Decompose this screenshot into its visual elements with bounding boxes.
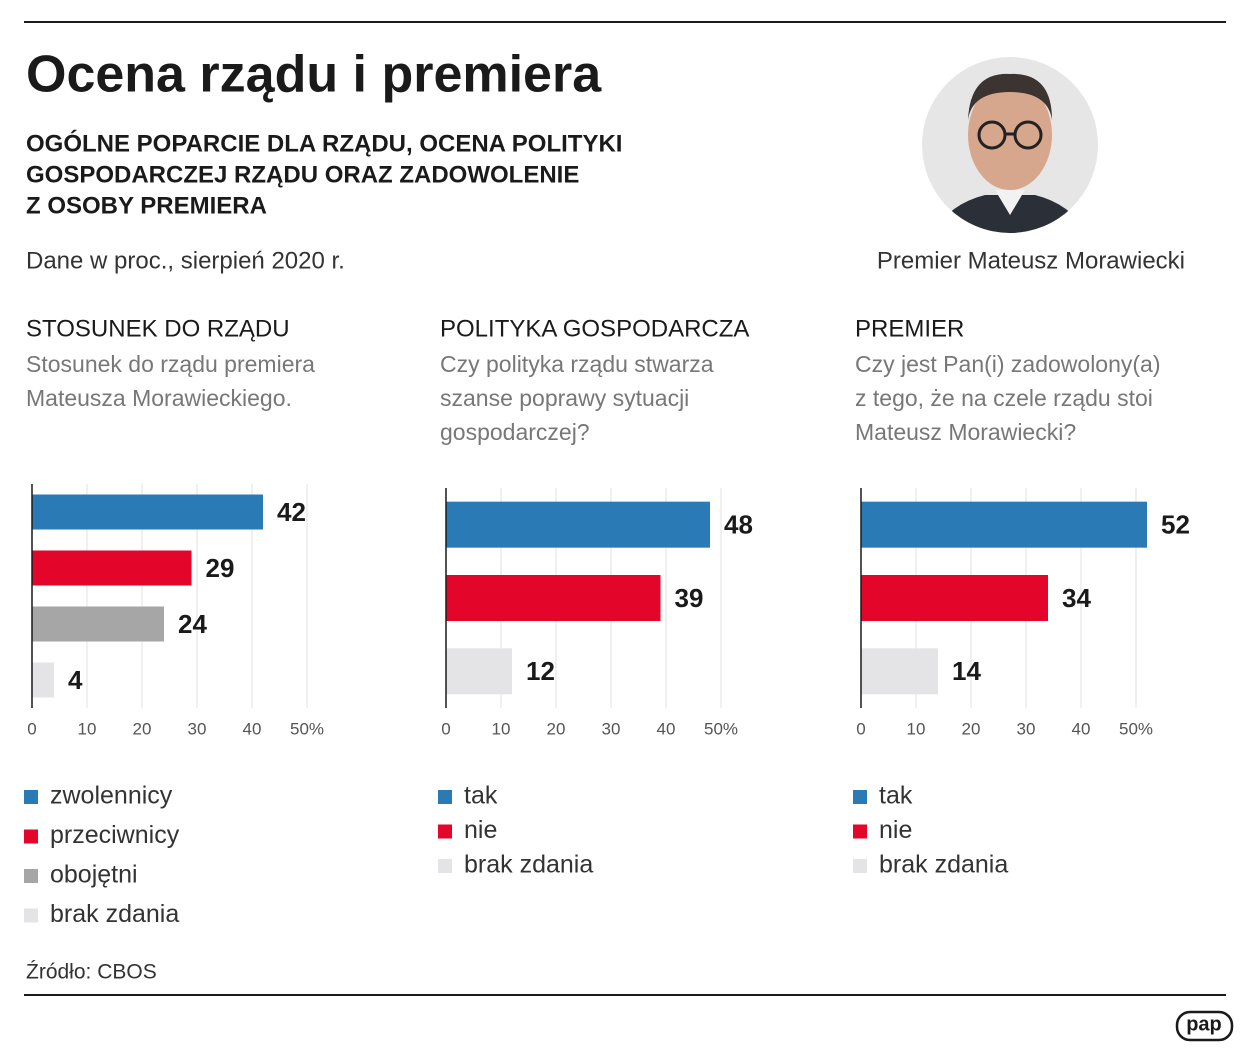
- legend-swatch: [24, 869, 38, 883]
- subtitle-line: OGÓLNE POPARCIE DLA RZĄDU, OCENA POLITYK…: [26, 129, 622, 157]
- x-tick-label: 20: [133, 719, 152, 738]
- bar: [32, 662, 54, 698]
- legend-swatch: [853, 824, 867, 839]
- x-tick-label: 40: [1072, 719, 1091, 738]
- chart-question: z tego, że na czele rządu stoi: [855, 385, 1153, 411]
- legend-label: tak: [879, 782, 913, 810]
- bar: [32, 606, 164, 642]
- x-tick-label: 20: [962, 719, 981, 738]
- x-tick-label: 20: [547, 719, 566, 738]
- legend-swatch: [24, 829, 38, 844]
- legend-label: obojętni: [50, 861, 138, 889]
- x-tick-label: 30: [602, 719, 621, 738]
- subtitle-line: GOSPODARCZEJ RZĄDU ORAZ ZADOWOLENIE: [26, 161, 579, 188]
- bar: [861, 575, 1048, 621]
- value-label: 52: [1161, 510, 1190, 540]
- legend-swatch: [24, 908, 38, 923]
- legend-swatch: [853, 859, 867, 873]
- value-label: 14: [952, 656, 981, 686]
- photo: [922, 57, 1098, 233]
- x-tick-label: 50%: [1119, 719, 1153, 738]
- chart-question: Mateusza Morawieckiego.: [26, 385, 292, 411]
- x-tick-label: 30: [188, 719, 207, 738]
- logo: pap: [1186, 1013, 1222, 1035]
- chart-question: szanse poprawy sytuacji: [440, 385, 689, 411]
- x-tick-label: 10: [78, 719, 97, 738]
- subtitle-line: Z OSOBY PREMIERA: [26, 192, 267, 219]
- chart-title: POLITYKA GOSPODARCZA: [440, 315, 749, 342]
- x-tick-label: 0: [27, 719, 36, 738]
- source: Źródło: CBOS: [26, 961, 157, 984]
- value-label: 24: [178, 609, 207, 639]
- bar: [861, 648, 938, 695]
- bar: [861, 501, 1147, 548]
- title: Ocena rządu i premiera: [26, 46, 602, 104]
- chart-question: gospodarczej?: [440, 419, 590, 445]
- legend-label: przeciwnicy: [50, 821, 180, 849]
- bar: [446, 575, 661, 621]
- value-label: 34: [1062, 583, 1091, 613]
- note: Dane w proc., sierpień 2020 r.: [26, 247, 345, 274]
- legend-label: nie: [879, 816, 912, 844]
- bar: [446, 501, 710, 548]
- value-label: 42: [277, 497, 306, 527]
- legend-label: tak: [464, 782, 498, 810]
- legend-label: brak zdania: [464, 851, 593, 879]
- legend-swatch: [438, 824, 452, 839]
- x-tick-label: 10: [907, 719, 926, 738]
- chart-question: Mateusz Morawiecki?: [855, 419, 1076, 445]
- value-label: 39: [675, 583, 704, 613]
- legend-label: nie: [464, 816, 497, 844]
- value-label: 4: [68, 665, 83, 695]
- x-tick-label: 30: [1017, 719, 1036, 738]
- chart-title: STOSUNEK DO RZĄDU: [26, 315, 290, 342]
- legend-label: brak zdania: [879, 851, 1008, 879]
- legend-label: zwolennicy: [50, 782, 173, 810]
- chart-question: Czy jest Pan(i) zadowolony(a): [855, 351, 1161, 377]
- photo-caption: Premier Mateusz Morawiecki: [877, 247, 1185, 274]
- chart-question: Stosunek do rządu premiera: [26, 351, 315, 377]
- x-tick-label: 0: [856, 719, 865, 738]
- bar: [32, 550, 192, 586]
- value-label: 29: [206, 553, 235, 583]
- value-label: 12: [526, 656, 555, 686]
- x-tick-label: 50%: [290, 719, 324, 738]
- legend-swatch: [438, 790, 452, 804]
- legend-swatch: [438, 859, 452, 873]
- x-tick-label: 0: [441, 719, 450, 738]
- x-tick-label: 40: [657, 719, 676, 738]
- legend-label: brak zdania: [50, 900, 179, 928]
- legend-swatch: [24, 790, 38, 804]
- x-tick-label: 50%: [704, 719, 738, 738]
- value-label: 48: [724, 510, 753, 540]
- bar: [446, 648, 512, 695]
- logo-frame: [1175, 1010, 1234, 1042]
- x-tick-label: 40: [243, 719, 262, 738]
- bar: [32, 494, 263, 530]
- legend-swatch: [853, 790, 867, 804]
- x-tick-label: 10: [492, 719, 511, 738]
- chart-title: PREMIER: [855, 315, 964, 342]
- chart-question: Czy polityka rządu stwarza: [440, 351, 714, 377]
